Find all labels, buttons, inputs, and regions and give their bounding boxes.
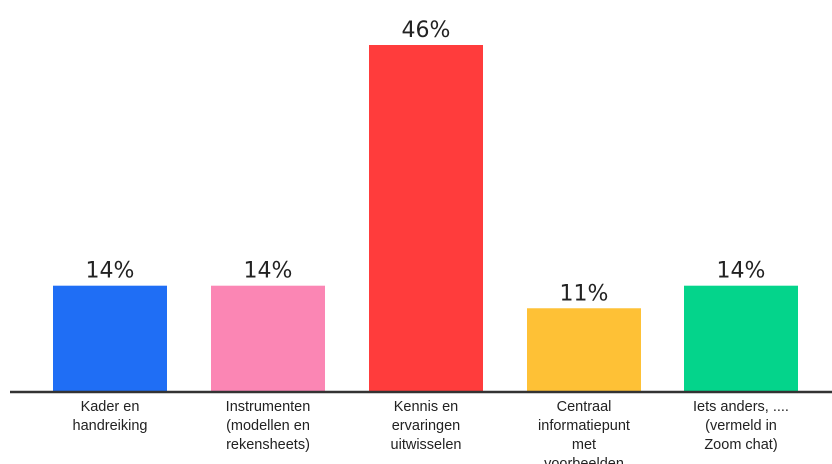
- category-label-line: voorbeelden: [544, 456, 624, 464]
- bar-5: [684, 285, 798, 391]
- bar-value-label-4: 11%: [560, 281, 609, 306]
- category-label-line: uitwisselen: [391, 437, 462, 453]
- bar-value-label-2: 14%: [244, 259, 293, 284]
- category-label-1: Kader en handreiking: [73, 399, 148, 434]
- category-label-line: handreiking: [73, 418, 148, 434]
- bar-3: [369, 45, 483, 391]
- bar-4: [527, 308, 641, 391]
- value-labels-group: 14% 14% 46% 11% 14%: [86, 18, 766, 306]
- bar-2: [211, 285, 325, 391]
- category-label-line: Centraal: [557, 399, 612, 415]
- category-label-2: Instrumenten (modellen en rekensheets): [226, 399, 311, 453]
- category-label-line: Instrumenten: [226, 399, 311, 415]
- bar-1: [53, 285, 167, 391]
- category-label-line: informatiepunt: [538, 418, 630, 434]
- category-label-line: (vermeld in: [705, 418, 777, 434]
- category-label-line: rekensheets): [226, 437, 310, 453]
- bar-value-label-3: 46%: [402, 18, 451, 43]
- category-labels-group: Kader en handreiking Instrumenten (modellen…: [73, 399, 789, 464]
- category-label-3: Kennis en ervaringen uitwisselen: [391, 399, 462, 453]
- bars-group: [53, 45, 798, 391]
- category-label-5: Iets anders, .... (vermeld in Zoom chat): [693, 399, 789, 453]
- category-label-4: Centraal informatiepunt met voorbeelden: [538, 399, 630, 464]
- category-label-line: ervaringen: [392, 418, 461, 434]
- bar-value-label-5: 14%: [717, 259, 766, 284]
- bar-value-label-1: 14%: [86, 259, 135, 284]
- category-label-line: Zoom chat): [704, 437, 777, 453]
- category-label-line: (modellen en: [226, 418, 310, 434]
- category-label-line: met: [572, 437, 596, 453]
- category-label-line: Kader en: [81, 399, 140, 415]
- category-label-line: Kennis en: [394, 399, 459, 415]
- category-label-line: Iets anders, ....: [693, 399, 789, 415]
